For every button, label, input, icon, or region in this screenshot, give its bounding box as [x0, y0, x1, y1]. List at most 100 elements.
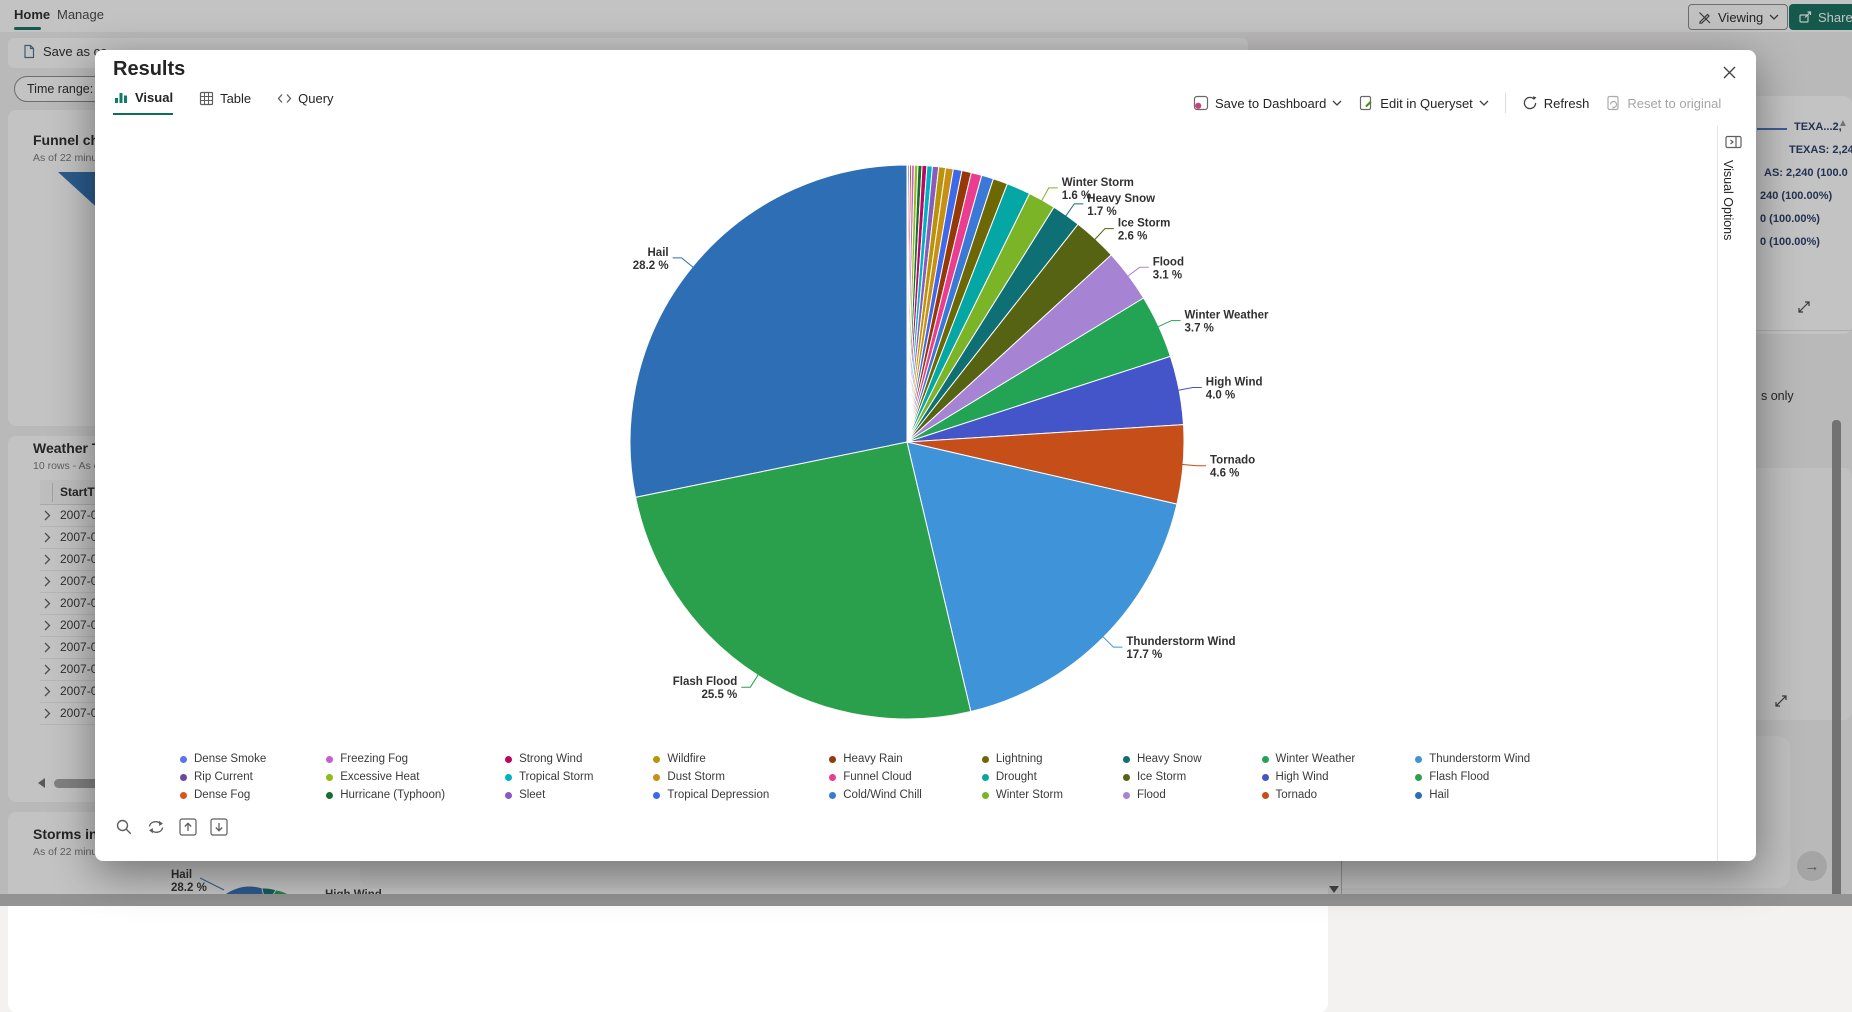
pie-slice[interactable] — [906, 424, 1185, 505]
search-icon[interactable] — [115, 818, 133, 836]
legend-item[interactable]: Flash Flood — [1415, 768, 1530, 786]
pie-slice[interactable] — [906, 183, 1031, 443]
save-as-copy-button[interactable]: Save as co — [22, 44, 107, 59]
pie-slice[interactable] — [906, 166, 947, 443]
pie-slice[interactable] — [906, 174, 995, 443]
legend-item[interactable]: Winter Weather — [1261, 750, 1355, 768]
next-arrow-button[interactable]: → — [1797, 851, 1827, 881]
legend-item[interactable]: Thunderstorm Wind — [1415, 750, 1530, 768]
pie-slice[interactable] — [906, 355, 1185, 443]
pie-slice[interactable] — [906, 192, 1055, 443]
legend-item[interactable]: Strong Wind — [505, 750, 593, 768]
chevron-right-icon[interactable] — [44, 510, 51, 524]
pie-slice[interactable] — [906, 165, 934, 443]
chevron-right-icon[interactable] — [44, 686, 51, 700]
legend-item[interactable]: Flood — [1122, 786, 1202, 804]
legend-item[interactable]: Drought — [981, 768, 1063, 786]
save-to-dashboard-button[interactable]: Save to Dashboard — [1193, 95, 1342, 111]
tab-table[interactable]: Table — [199, 90, 251, 115]
chevron-right-icon[interactable] — [44, 554, 51, 568]
move-down-icon[interactable] — [210, 818, 228, 836]
legend-item[interactable]: Dust Storm — [653, 768, 769, 786]
page-scrollbar-thumb[interactable] — [1832, 420, 1841, 906]
chevron-right-icon[interactable] — [44, 708, 51, 722]
table-cell: 2007-0 — [60, 530, 98, 544]
legend-item[interactable]: Freezing Fog — [326, 750, 445, 768]
pie-slice[interactable] — [906, 206, 1079, 443]
pie-slice[interactable] — [635, 441, 972, 720]
tab-query[interactable]: Query — [277, 90, 334, 115]
reset-to-original-button[interactable]: Reset to original — [1605, 95, 1721, 111]
hscroll-thumb[interactable] — [54, 779, 100, 788]
expand-icon[interactable] — [1774, 694, 1788, 708]
chevron-right-icon[interactable] — [44, 664, 51, 678]
column-header-starttime[interactable]: StartTi — [60, 485, 98, 499]
chevron-right-icon[interactable] — [44, 642, 51, 656]
table-cell: 2007-0 — [60, 552, 98, 566]
legend-item[interactable]: Tropical Depression — [653, 786, 769, 804]
pie-slice[interactable] — [906, 441, 1178, 713]
pie-label-connector — [672, 257, 695, 269]
chevron-right-icon[interactable] — [44, 620, 51, 634]
pie-slice[interactable] — [629, 164, 908, 498]
tab-visual[interactable]: Visual — [113, 90, 174, 115]
nav-tab-home[interactable]: Home — [14, 7, 51, 22]
legend-item[interactable]: Rip Current — [180, 768, 266, 786]
pie-slice[interactable] — [906, 164, 909, 443]
chevron-right-icon[interactable] — [44, 598, 51, 612]
pie-slice[interactable] — [906, 164, 913, 443]
chevron-right-icon[interactable] — [44, 576, 51, 590]
pie-slice[interactable] — [906, 178, 1009, 443]
chevron-right-icon[interactable] — [44, 532, 51, 546]
scroll-down-arrow[interactable] — [1329, 886, 1339, 893]
legend-item[interactable]: High Wind — [1261, 768, 1356, 786]
pie-slice[interactable] — [906, 171, 983, 443]
pie-slice[interactable] — [906, 297, 1172, 443]
pie-slice[interactable] — [906, 167, 954, 443]
legend-item[interactable]: Heavy Rain — [829, 750, 922, 768]
legend-item[interactable]: Tropical Storm — [505, 768, 593, 786]
pie-slice[interactable] — [906, 164, 916, 443]
cycle-arrows-icon[interactable] — [146, 818, 166, 836]
legend-item[interactable]: Ice Storm — [1122, 768, 1202, 786]
panel-toggle-icon[interactable] — [1725, 134, 1743, 150]
pie-slice[interactable] — [906, 164, 928, 443]
nav-tab-manage[interactable]: Manage — [57, 7, 104, 22]
pie-slice-label: Ice Storm — [1118, 218, 1170, 230]
edit-in-queryset-button[interactable]: Edit in Queryset — [1358, 95, 1489, 111]
pie-slice[interactable] — [906, 165, 940, 443]
pie-slice[interactable] — [906, 223, 1113, 443]
legend-item[interactable]: Cold/Wind Chill — [829, 786, 922, 804]
funnel-legend-card — [1752, 96, 1852, 334]
close-button[interactable] — [1715, 58, 1743, 86]
legend-label: Hail — [1429, 789, 1450, 801]
legend-item[interactable]: Heavy Snow — [1122, 750, 1202, 768]
legend-item[interactable]: Hurricane (Typhoon) — [326, 786, 445, 804]
top-navigation-bar — [0, 0, 1852, 32]
pie-slice[interactable] — [906, 254, 1145, 443]
pie-slice[interactable] — [906, 164, 911, 443]
legend-label: Tropical Storm — [519, 771, 594, 783]
pie-slice[interactable] — [906, 164, 919, 443]
share-button[interactable]: Share — [1789, 4, 1852, 30]
legend-item[interactable]: Winter Storm — [981, 786, 1063, 804]
pie-slice[interactable] — [906, 164, 923, 443]
pie-slice[interactable] — [906, 169, 972, 443]
legend-item[interactable]: Hail — [1415, 786, 1530, 804]
visual-options-rail[interactable]: Visual Options — [1721, 160, 1735, 241]
expand-icon[interactable] — [1797, 300, 1811, 314]
legend-item[interactable]: Tornado — [1261, 786, 1356, 804]
legend-item[interactable]: Lightning — [981, 750, 1063, 768]
pie-slice[interactable] — [906, 168, 963, 443]
hscroll-left-arrow[interactable] — [38, 778, 45, 788]
move-up-icon[interactable] — [179, 818, 197, 836]
legend-item[interactable]: Dense Fog — [180, 786, 266, 804]
legend-item[interactable]: Dense Smoke — [180, 750, 266, 768]
legend-item[interactable]: Sleet — [505, 786, 593, 804]
legend-item[interactable]: Wildfire — [653, 750, 769, 768]
pie-slice-label: 2.6 % — [1118, 231, 1147, 243]
viewing-mode-button[interactable]: Viewing — [1688, 4, 1789, 30]
refresh-button[interactable]: Refresh — [1522, 95, 1589, 111]
legend-item[interactable]: Excessive Heat — [326, 768, 445, 786]
legend-item[interactable]: Funnel Cloud — [829, 768, 922, 786]
